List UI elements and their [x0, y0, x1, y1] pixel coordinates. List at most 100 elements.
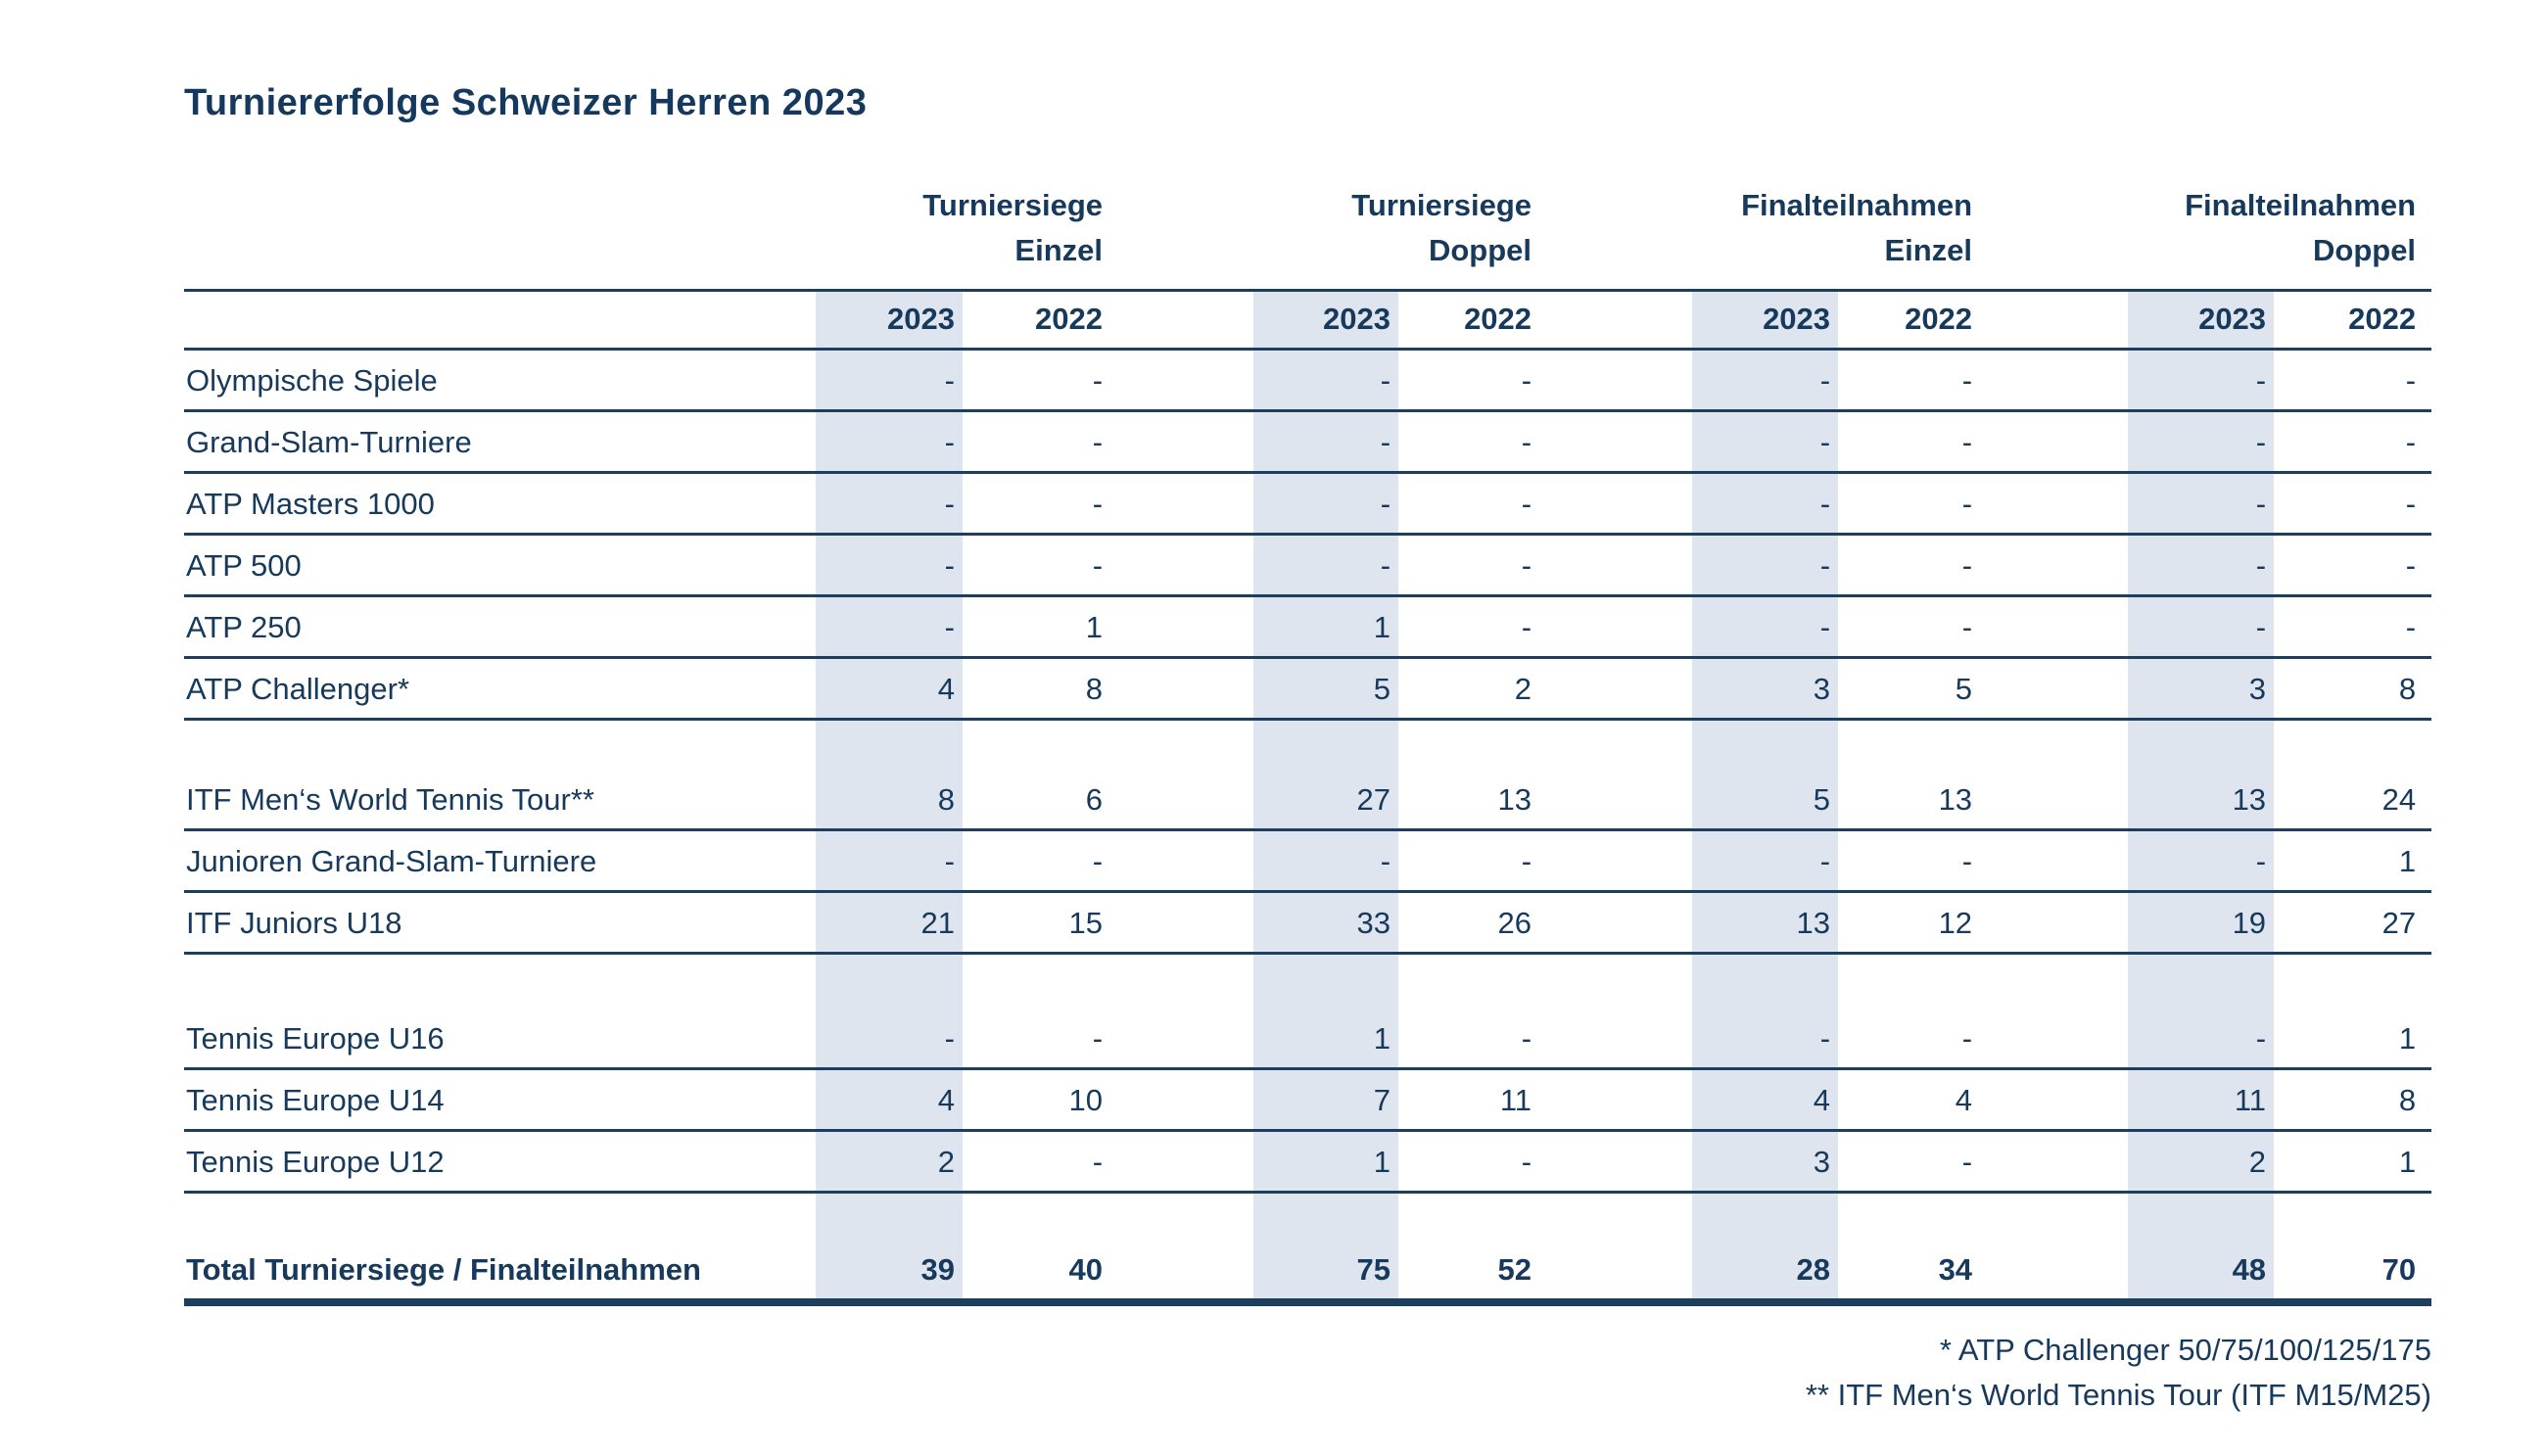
cell-value: 13 [1398, 768, 1548, 831]
row-label-spacer [184, 290, 816, 351]
row-label: Junioren Grand-Slam-Turniere [184, 829, 816, 893]
cell-value: 1 [2274, 1130, 2432, 1194]
cell-value: - [2128, 534, 2275, 597]
gap-cell [1988, 595, 2129, 659]
year-header-2022: 2022 [2274, 290, 2432, 351]
table-row: Grand-Slam-Turniere - - - - - - - - [184, 410, 2432, 474]
cell-value: - [1692, 349, 1839, 412]
cell-value: 4 [1692, 1068, 1839, 1132]
cell-value: 12 [1838, 891, 1989, 955]
total-value: 34 [1838, 1241, 1989, 1306]
total-value: 28 [1692, 1241, 1839, 1306]
table-row: ATP Challenger* 4 8 5 2 3 5 3 8 [184, 657, 2432, 721]
cell-value: 4 [1838, 1068, 1989, 1132]
cell-value: - [816, 472, 963, 536]
cell-value: - [1838, 1130, 1989, 1194]
table-row: ATP 500 - - - - - - - - [184, 534, 2432, 597]
cell-value: - [1838, 410, 1989, 474]
cell-value: 8 [816, 768, 963, 831]
gap-cell [1547, 657, 1693, 721]
gap-cell [1547, 595, 1693, 659]
cell-value: 24 [2274, 768, 2432, 831]
cell-value: 33 [1253, 891, 1399, 955]
total-value: 52 [1398, 1241, 1548, 1306]
gap-cell [1988, 891, 2129, 955]
year-header-2023: 2023 [1692, 290, 1839, 351]
cell-value: - [2128, 829, 2275, 893]
gap-cell [1988, 534, 2129, 597]
gap-cell [1547, 534, 1693, 597]
cell-value: 15 [963, 891, 1119, 955]
page-title: Turniererfolge Schweizer Herren 2023 [184, 82, 868, 123]
total-value: 39 [816, 1241, 963, 1306]
gap-cell [1118, 534, 1254, 597]
cell-value: 1 [2274, 829, 2432, 893]
gap-cell [1118, 657, 1254, 721]
year-header-2022: 2022 [1398, 290, 1548, 351]
row-label: ATP Masters 1000 [184, 472, 816, 536]
gap-cell [1547, 410, 1693, 474]
cell-value: - [963, 1007, 1119, 1070]
cell-value: - [1398, 829, 1548, 893]
total-value: 40 [963, 1241, 1119, 1306]
cell-value: 2 [1398, 657, 1548, 721]
cell-value: - [816, 534, 963, 597]
cell-value: - [816, 349, 963, 412]
cell-value: 1 [1253, 595, 1399, 659]
gap-cell [1547, 176, 1693, 292]
gap-cell [1118, 595, 1254, 659]
cell-value: - [1838, 349, 1989, 412]
year-header-2023: 2023 [2128, 290, 2275, 351]
gap-cell [1547, 290, 1693, 351]
cell-value: - [1838, 472, 1989, 536]
cell-value: 7 [1253, 1068, 1399, 1132]
cell-value: - [963, 534, 1119, 597]
total-label: Total Turniersiege / Finalteilnahmen [184, 1241, 816, 1306]
cell-value: 4 [816, 1068, 963, 1132]
row-label: Grand-Slam-Turniere [184, 410, 816, 474]
results-table: Turniersiege Einzel Turniersiege Doppel … [184, 176, 2432, 1306]
gap-cell [1118, 1130, 1254, 1194]
gap-cell [1988, 176, 2129, 292]
cell-value: - [816, 1007, 963, 1070]
cell-value: - [2274, 472, 2432, 536]
cell-value: 1 [1253, 1130, 1399, 1194]
year-header-row: 2023 2022 2023 2022 2023 2022 2023 2022 [184, 290, 2432, 351]
cell-value: - [1838, 829, 1989, 893]
spacer-row [184, 719, 2431, 768]
cell-value: - [963, 349, 1119, 412]
cell-value: - [1398, 595, 1548, 659]
gap-cell [1547, 829, 1693, 893]
cell-value: - [2128, 472, 2275, 536]
column-group-header-row: Turniersiege Einzel Turniersiege Doppel … [184, 176, 2432, 292]
group-header-line1: Turniersiege [1351, 187, 1532, 222]
spacer-row [184, 953, 2431, 1007]
cell-value: 26 [1398, 891, 1548, 955]
row-label: ATP Challenger* [184, 657, 816, 721]
table-row: ATP Masters 1000 - - - - - - - - [184, 472, 2432, 536]
gap-cell [1988, 657, 2129, 721]
cell-value: - [2274, 349, 2432, 412]
cell-value: 8 [2274, 657, 2432, 721]
column-group-header: Finalteilnahmen Doppel [2128, 176, 2432, 292]
year-header-2022: 2022 [963, 290, 1119, 351]
column-group-header: Turniersiege Einzel [816, 176, 1119, 292]
row-label: Tennis Europe U12 [184, 1130, 816, 1194]
cell-value: 1 [2274, 1007, 2432, 1070]
cell-value: - [963, 410, 1119, 474]
table-row: Tennis Europe U12 2 - 1 - 3 - 2 1 [184, 1130, 2432, 1194]
row-label: ITF Men‘s World Tennis Tour** [184, 768, 816, 831]
total-value: 75 [1253, 1241, 1399, 1306]
cell-value: 19 [2128, 891, 2275, 955]
total-value: 48 [2128, 1241, 2275, 1306]
cell-value: - [2274, 534, 2432, 597]
cell-value: 4 [816, 657, 963, 721]
footnote-atp-challenger: * ATP Challenger 50/75/100/125/175 [1939, 1333, 2431, 1367]
gap-cell [1988, 1130, 2129, 1194]
cell-value: - [816, 410, 963, 474]
group-header-line1: Turniersiege [922, 187, 1104, 222]
spacer-row [184, 1192, 2431, 1241]
group-header-line1: Finalteilnahmen [1741, 187, 1973, 222]
gap-cell [1118, 1241, 1254, 1306]
